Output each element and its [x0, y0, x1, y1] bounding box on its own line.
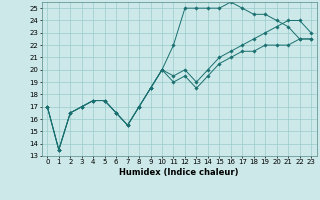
X-axis label: Humidex (Indice chaleur): Humidex (Indice chaleur) [119, 168, 239, 177]
